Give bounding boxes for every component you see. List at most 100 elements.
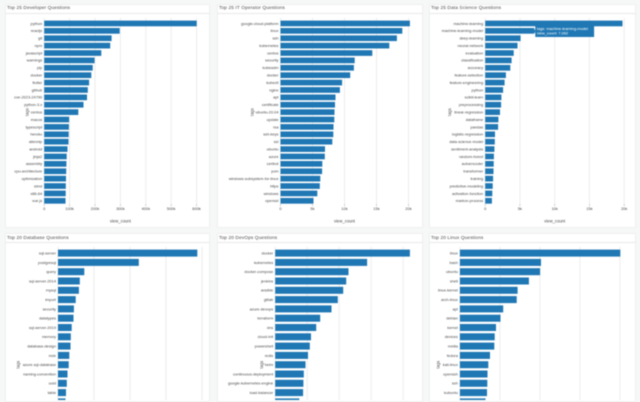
- svg-text:data-science-model: data-science-model: [449, 139, 483, 144]
- svg-text:sql-server: sql-server: [38, 250, 56, 255]
- svg-text:mdx: mdx: [48, 353, 55, 358]
- svg-text:docker: docker: [266, 72, 278, 77]
- svg-text:allennlp: allennlp: [28, 139, 41, 144]
- svg-text:jenkins: jenkins: [260, 278, 273, 283]
- svg-text:5k: 5k: [517, 206, 521, 211]
- svg-text:5k: 5k: [310, 206, 314, 211]
- svg-text:windows-subsystem-for-linux: windows-subsystem-for-linux: [228, 176, 278, 181]
- svg-text:tags: machine-learning-model: tags: machine-learning-model: [536, 26, 587, 31]
- svg-text:google-cloud-platform: google-cloud-platform: [241, 20, 278, 25]
- svg-text:scikit-learn: scikit-learn: [464, 94, 483, 99]
- svg-text:deep-learning: deep-learning: [459, 35, 483, 40]
- svg-text:https: https: [270, 183, 278, 188]
- svg-text:heroku: heroku: [30, 131, 42, 136]
- svg-text:continuous-deployment: continuous-deployment: [232, 371, 273, 376]
- svg-text:ubuntu-20.04: ubuntu-20.04: [255, 109, 279, 114]
- svg-text:transformer: transformer: [463, 168, 484, 173]
- svg-text:linux: linux: [270, 28, 278, 33]
- svg-text:kubeadm: kubeadm: [262, 65, 278, 70]
- svg-text:mysql: mysql: [45, 288, 55, 293]
- svg-text:docker: docker: [261, 250, 273, 255]
- svg-text:python: python: [30, 20, 42, 25]
- svg-text:400k: 400k: [141, 206, 150, 211]
- svg-text:training: training: [470, 176, 483, 181]
- svg-text:feature-engineering: feature-engineering: [449, 80, 483, 85]
- svg-text:accuracy: accuracy: [467, 65, 483, 70]
- svg-text:docker-compose: docker-compose: [244, 269, 273, 274]
- svg-text:optimization: optimization: [21, 176, 42, 181]
- svg-text:15k: 15k: [373, 206, 379, 211]
- svg-text:certificate: certificate: [261, 102, 278, 107]
- svg-text:evaluation: evaluation: [465, 50, 483, 55]
- svg-text:200k: 200k: [90, 206, 99, 211]
- svg-text:linux: linux: [449, 250, 457, 255]
- svg-text:query: query: [46, 269, 56, 274]
- svg-text:google-kubernetes-engine: google-kubernetes-engine: [227, 381, 272, 386]
- svg-text:ssh-keys: ssh-keys: [263, 131, 278, 136]
- svg-text:table: table: [47, 390, 55, 395]
- svg-text:python-3.x: python-3.x: [24, 102, 42, 107]
- svg-text:100k: 100k: [65, 206, 74, 211]
- svg-text:20k: 20k: [620, 206, 626, 211]
- svg-text:autoencoder: autoencoder: [461, 161, 483, 166]
- svg-text:npm: npm: [34, 43, 42, 48]
- svg-text:redis: redis: [264, 353, 272, 358]
- svg-text:git: git: [38, 35, 43, 40]
- svg-text:debian: debian: [446, 316, 458, 321]
- svg-text:centos: centos: [30, 109, 41, 114]
- svg-text:fedora: fedora: [446, 353, 458, 358]
- svg-text:10k: 10k: [341, 206, 347, 211]
- svg-text:yum: yum: [271, 168, 278, 173]
- svg-text:android: android: [29, 146, 42, 151]
- svg-text:nvidia: nvidia: [447, 343, 458, 348]
- svg-text:dataframe: dataframe: [465, 117, 482, 122]
- svg-text:macos: macos: [30, 117, 41, 122]
- svg-text:import: import: [45, 297, 57, 302]
- svg-text:view_count: view_count: [544, 218, 566, 223]
- svg-text:random-forest: random-forest: [459, 154, 484, 159]
- svg-text:github: github: [31, 87, 42, 92]
- svg-text:markov-process: markov-process: [455, 198, 483, 203]
- svg-text:500k: 500k: [166, 206, 175, 211]
- svg-text:kubernetes: kubernetes: [259, 43, 278, 48]
- svg-text:rsa: rsa: [273, 124, 279, 129]
- svg-text:tags: tags: [15, 361, 20, 369]
- svg-text:simd: simd: [34, 183, 42, 188]
- svg-text:load-balancer: load-balancer: [249, 390, 273, 395]
- svg-text:ansible: ansible: [260, 288, 272, 293]
- svg-text:javascript: javascript: [24, 50, 42, 55]
- svg-text:shell: shell: [449, 278, 457, 283]
- svg-text:tags: tags: [446, 108, 451, 116]
- svg-text:predictive-modeling: predictive-modeling: [449, 183, 483, 188]
- svg-text:bash: bash: [449, 260, 457, 265]
- svg-text:20k: 20k: [405, 206, 411, 211]
- svg-text:postgresql: postgresql: [38, 260, 56, 265]
- svg-text:dns: dns: [266, 325, 272, 330]
- svg-text:sql-server-2014: sql-server-2014: [28, 278, 56, 283]
- svg-text:view_count: view_count: [334, 218, 356, 223]
- svg-text:machine-learning-model: machine-learning-model: [441, 28, 483, 33]
- svg-text:ssl: ssl: [273, 139, 278, 144]
- svg-text:assembly: assembly: [25, 161, 41, 166]
- svg-text:ssh: ssh: [272, 35, 278, 40]
- svg-text:memory: memory: [41, 334, 55, 339]
- svg-text:ubuntu: ubuntu: [445, 269, 457, 274]
- svg-text:pip: pip: [37, 65, 42, 70]
- svg-text:datatypes: datatypes: [39, 316, 56, 321]
- svg-text:cve-2023-24790: cve-2023-24790: [14, 94, 42, 99]
- svg-text:jinja2: jinja2: [32, 154, 42, 159]
- svg-text:warnings: warnings: [26, 57, 42, 62]
- svg-text:preprocessing: preprocessing: [458, 102, 482, 107]
- svg-text:naming-convention: naming-convention: [23, 371, 56, 376]
- svg-text:openssl: openssl: [265, 198, 278, 203]
- svg-text:uuid: uuid: [48, 381, 55, 386]
- svg-text:cpu-architecture: cpu-architecture: [14, 168, 42, 173]
- svg-text:helm: helm: [264, 362, 272, 367]
- svg-text:activation-function: activation-function: [451, 190, 482, 195]
- svg-text:kubernetes: kubernetes: [253, 260, 272, 265]
- svg-text:tags: tags: [249, 108, 254, 116]
- svg-text:300k: 300k: [116, 206, 125, 211]
- svg-text:ssh: ssh: [451, 381, 457, 386]
- svg-text:database-design: database-design: [27, 343, 56, 348]
- svg-text:windows: windows: [263, 190, 278, 195]
